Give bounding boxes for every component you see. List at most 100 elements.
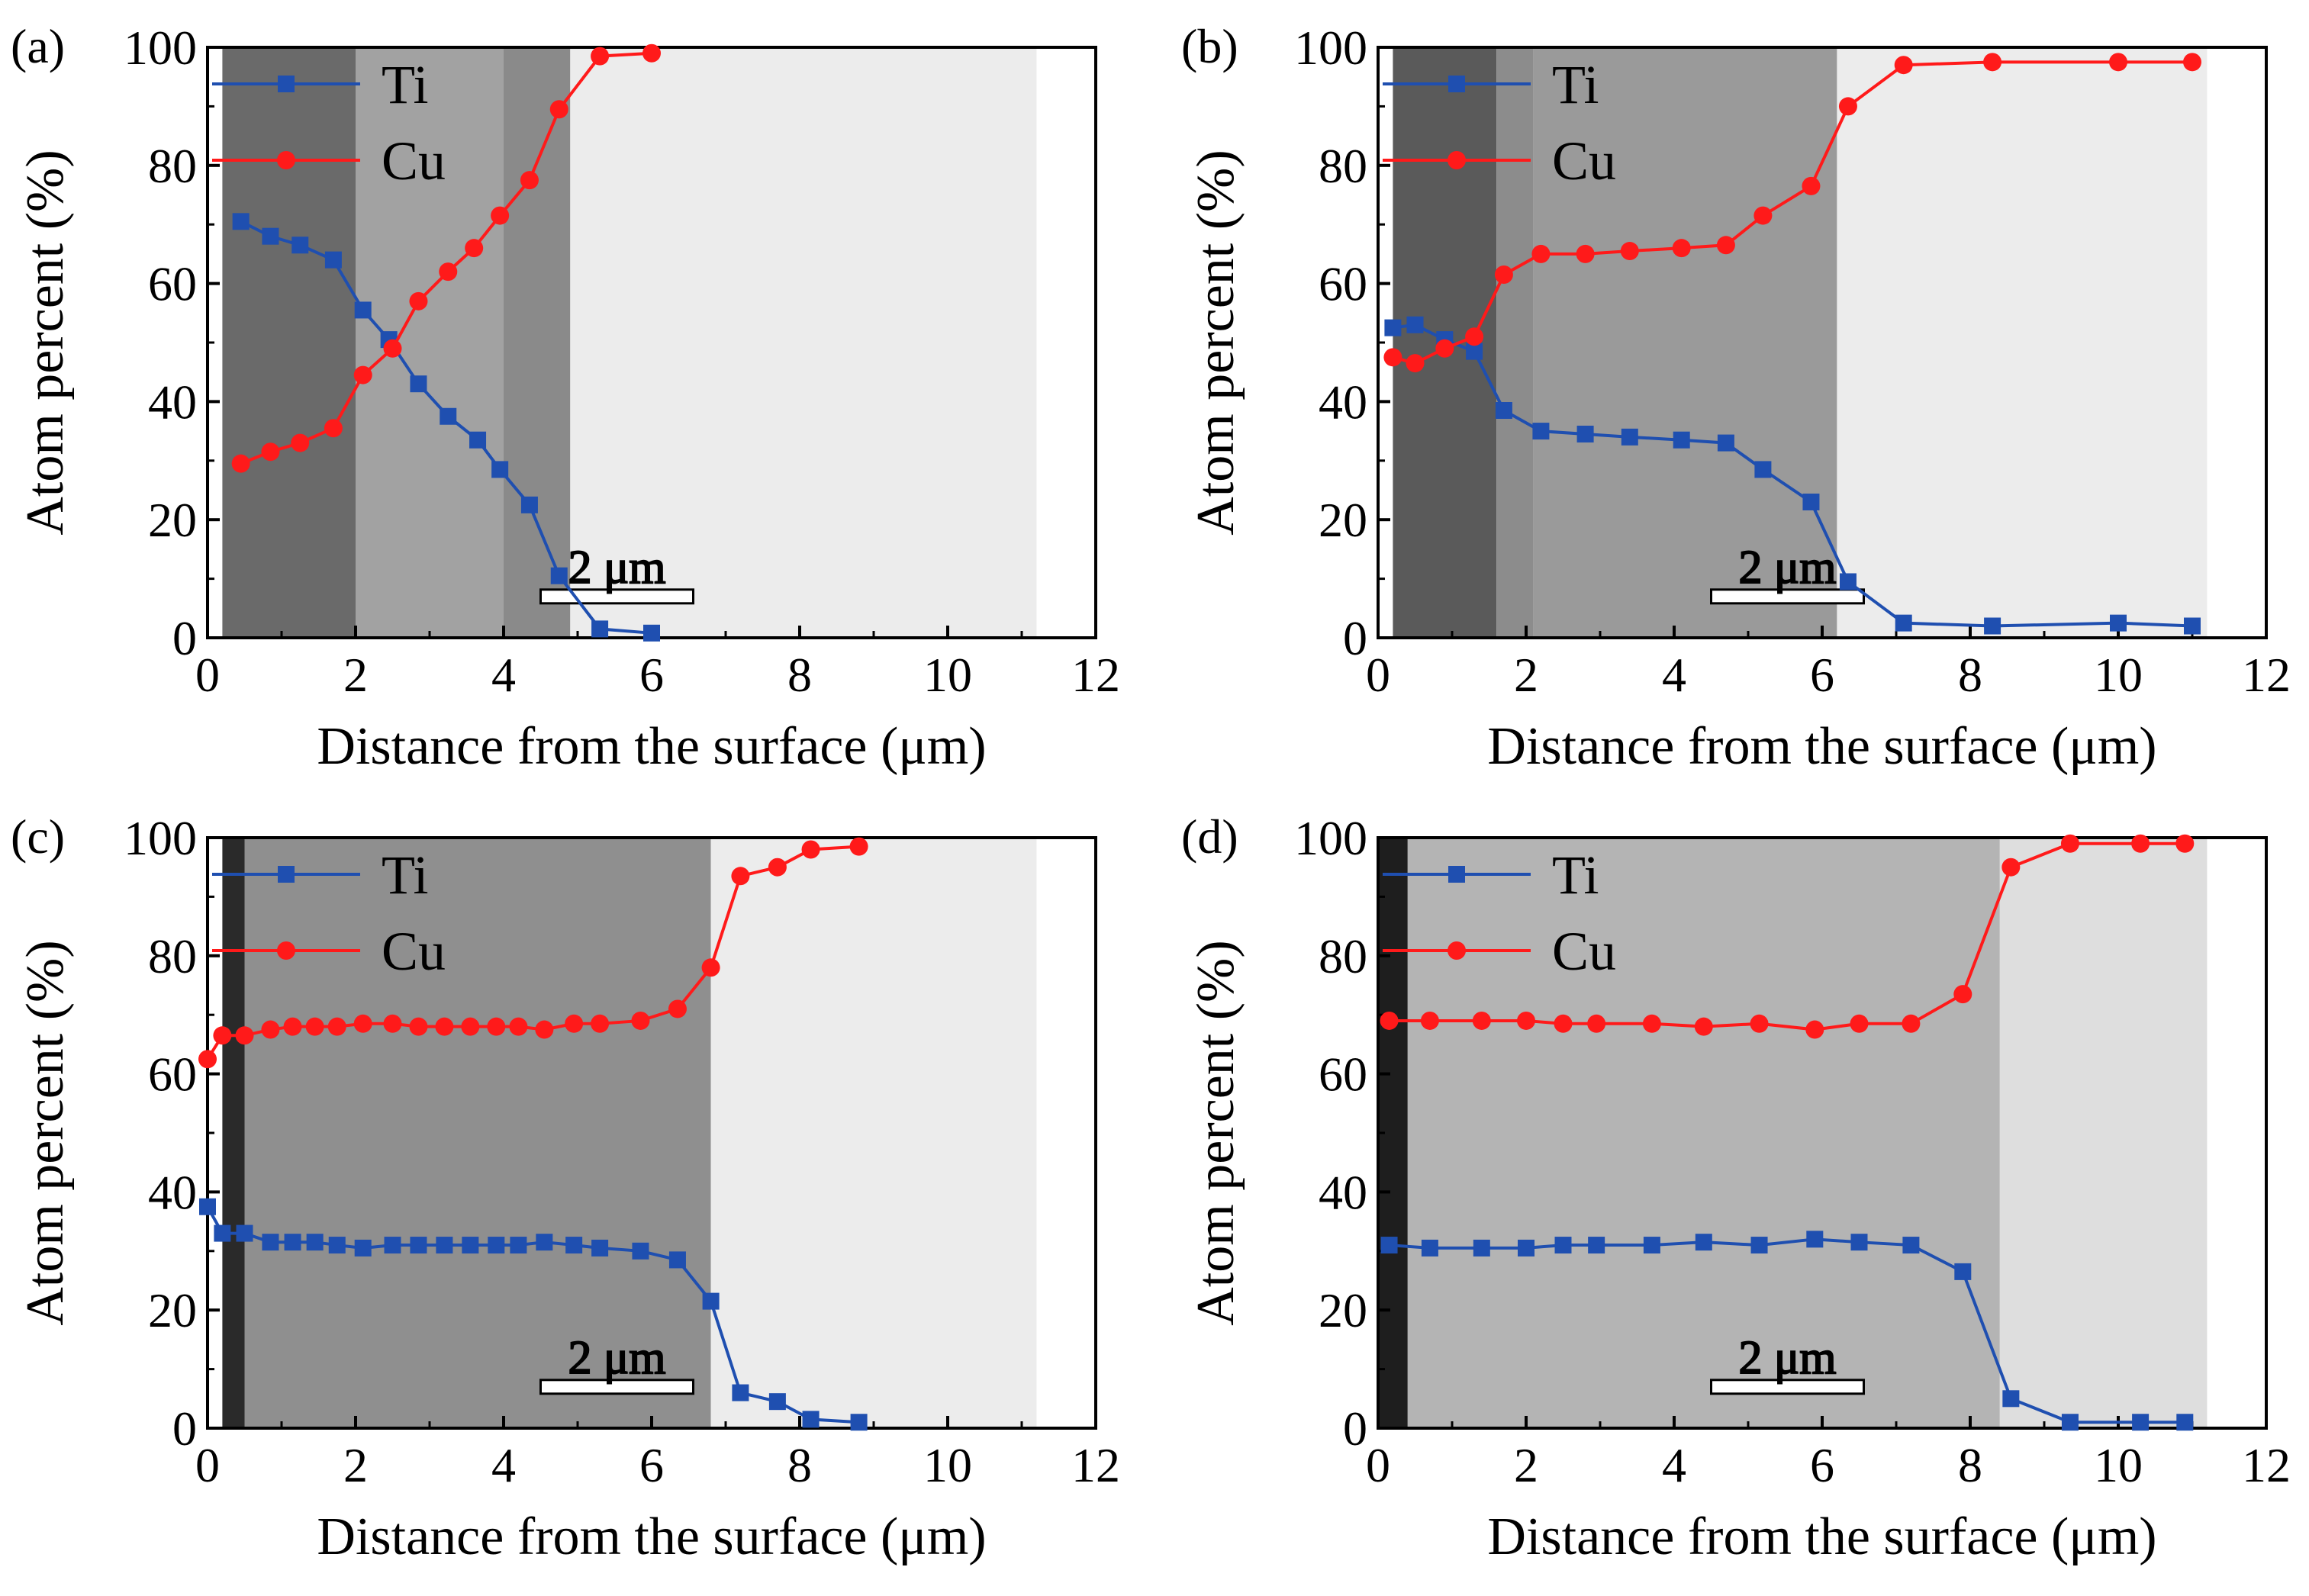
data-point-cu — [801, 840, 820, 859]
legend-marker-cu — [277, 941, 295, 960]
legend-marker-cu — [1448, 941, 1466, 960]
x-tick-label: 2 — [343, 648, 368, 702]
panel-d: 2 μm 0 2 4 6 8 10 12 0 20 40 60 80 100 Distance from t… — [1181, 809, 2291, 1566]
data-point-cu — [642, 43, 661, 63]
y-tick-label: 60 — [1319, 1047, 1367, 1102]
data-point-ti — [732, 1384, 749, 1401]
legend-marker-ti — [278, 866, 295, 883]
data-point-cu — [327, 1017, 346, 1036]
scale-bar-label: 2 μm — [568, 542, 666, 594]
data-point-ti — [236, 1224, 253, 1242]
data-point-cu — [631, 1011, 650, 1030]
x-tick-label: 2 — [1514, 648, 1538, 702]
data-point-ti — [643, 624, 660, 642]
x-tick-label: 0 — [1366, 1438, 1390, 1492]
x-tick-label: 12 — [2242, 648, 2291, 702]
data-point-cu — [1672, 239, 1691, 258]
data-point-cu — [291, 433, 310, 452]
x-tick-label: 12 — [2242, 1438, 2291, 1492]
x-tick-label: 10 — [2094, 648, 2143, 702]
data-point-cu — [1472, 1011, 1491, 1030]
data-point-cu — [409, 291, 428, 311]
y-axis-label: Atom percent (%) — [1187, 150, 1245, 535]
data-point-cu — [487, 1017, 506, 1036]
panel-b: 2 μm 0 2 4 6 8 10 12 0 20 40 60 80 100 Distance from t… — [1181, 19, 2291, 776]
data-point-cu — [353, 365, 372, 385]
data-point-ti — [410, 1237, 427, 1254]
micrograph-layer — [1533, 47, 1837, 638]
x-tick-label: 2 — [1514, 1438, 1538, 1492]
data-point-ti — [488, 1237, 505, 1254]
data-point-cu — [520, 171, 539, 190]
micrograph-layer — [222, 838, 245, 1428]
data-point-cu — [768, 858, 787, 877]
data-point-ti — [1850, 1234, 1868, 1251]
data-point-ti — [768, 1393, 786, 1411]
y-tick-label: 100 — [1294, 21, 1367, 75]
x-axis-label: Distance from the surface (μm) — [1487, 1508, 2156, 1566]
panel-label: (c) — [11, 809, 65, 864]
series-cu — [198, 837, 868, 1069]
data-point-cu — [409, 1017, 428, 1036]
series-cu — [1380, 834, 2195, 1039]
data-point-ti — [1406, 316, 1424, 333]
panel-label: (d) — [1181, 809, 1238, 864]
data-point-ti — [1495, 402, 1512, 420]
x-tick-label: 4 — [1662, 648, 1686, 702]
data-point-cu — [1576, 244, 1595, 263]
x-tick-label: 10 — [923, 1438, 972, 1492]
data-point-ti — [1380, 1237, 1398, 1254]
data-point-cu — [1554, 1014, 1573, 1033]
x-tick-label: 0 — [195, 648, 220, 702]
data-point-cu — [565, 1014, 584, 1033]
data-point-ti — [262, 1234, 279, 1251]
micrograph-image — [1393, 47, 2208, 638]
data-point-ti — [2184, 617, 2201, 635]
data-point-cu — [213, 1026, 232, 1045]
y-tick-label: 20 — [1319, 1283, 1367, 1337]
scale-bar — [1710, 588, 1865, 605]
data-point-ti — [1384, 319, 1402, 336]
micrograph-layer — [1837, 47, 2208, 638]
data-point-cu — [1620, 242, 1639, 261]
data-point-ti — [306, 1234, 324, 1251]
data-point-cu — [1380, 1011, 1399, 1030]
data-point-cu — [701, 958, 720, 977]
data-point-ti — [469, 431, 487, 449]
data-point-ti — [354, 1239, 372, 1257]
data-point-ti — [462, 1237, 479, 1254]
data-point-cu — [435, 1017, 454, 1036]
series-ti — [1380, 1231, 2194, 1431]
data-point-cu — [2060, 834, 2079, 853]
x-tick-label: 8 — [1958, 1438, 1982, 1492]
y-tick-label: 40 — [148, 375, 197, 429]
x-tick-label: 4 — [491, 648, 516, 702]
y-tick-label: 100 — [1294, 811, 1367, 865]
y-tick-label: 0 — [1343, 1401, 1367, 1456]
data-point-ti — [1643, 1237, 1660, 1254]
data-point-ti — [702, 1292, 720, 1310]
data-point-ti — [1984, 617, 2001, 635]
x-tick-label: 0 — [195, 1438, 220, 1492]
y-tick-label: 0 — [172, 1401, 197, 1456]
y-axis-label: Atom percent (%) — [16, 150, 75, 535]
x-tick-label: 4 — [491, 1438, 516, 1492]
data-point-cu — [383, 339, 402, 358]
data-point-ti — [802, 1411, 820, 1428]
data-point-cu — [231, 454, 250, 473]
data-point-cu — [2131, 834, 2150, 853]
x-tick-label: 8 — [1958, 648, 1982, 702]
data-point-ti — [1673, 431, 1690, 449]
x-axis-label: Distance from the surface (μm) — [317, 717, 986, 776]
data-point-ti — [1806, 1231, 1824, 1248]
panel-label: (b) — [1181, 19, 1238, 73]
data-point-cu — [1420, 1011, 1439, 1030]
data-point-cu — [1406, 354, 1425, 373]
data-point-ti — [199, 1198, 216, 1215]
data-point-cu — [2109, 53, 2127, 72]
data-point-cu — [1694, 1017, 1713, 1036]
y-tick-label: 60 — [1319, 257, 1367, 311]
data-point-ti — [214, 1224, 231, 1242]
data-point-cu — [849, 837, 868, 856]
data-point-ti — [440, 407, 457, 425]
